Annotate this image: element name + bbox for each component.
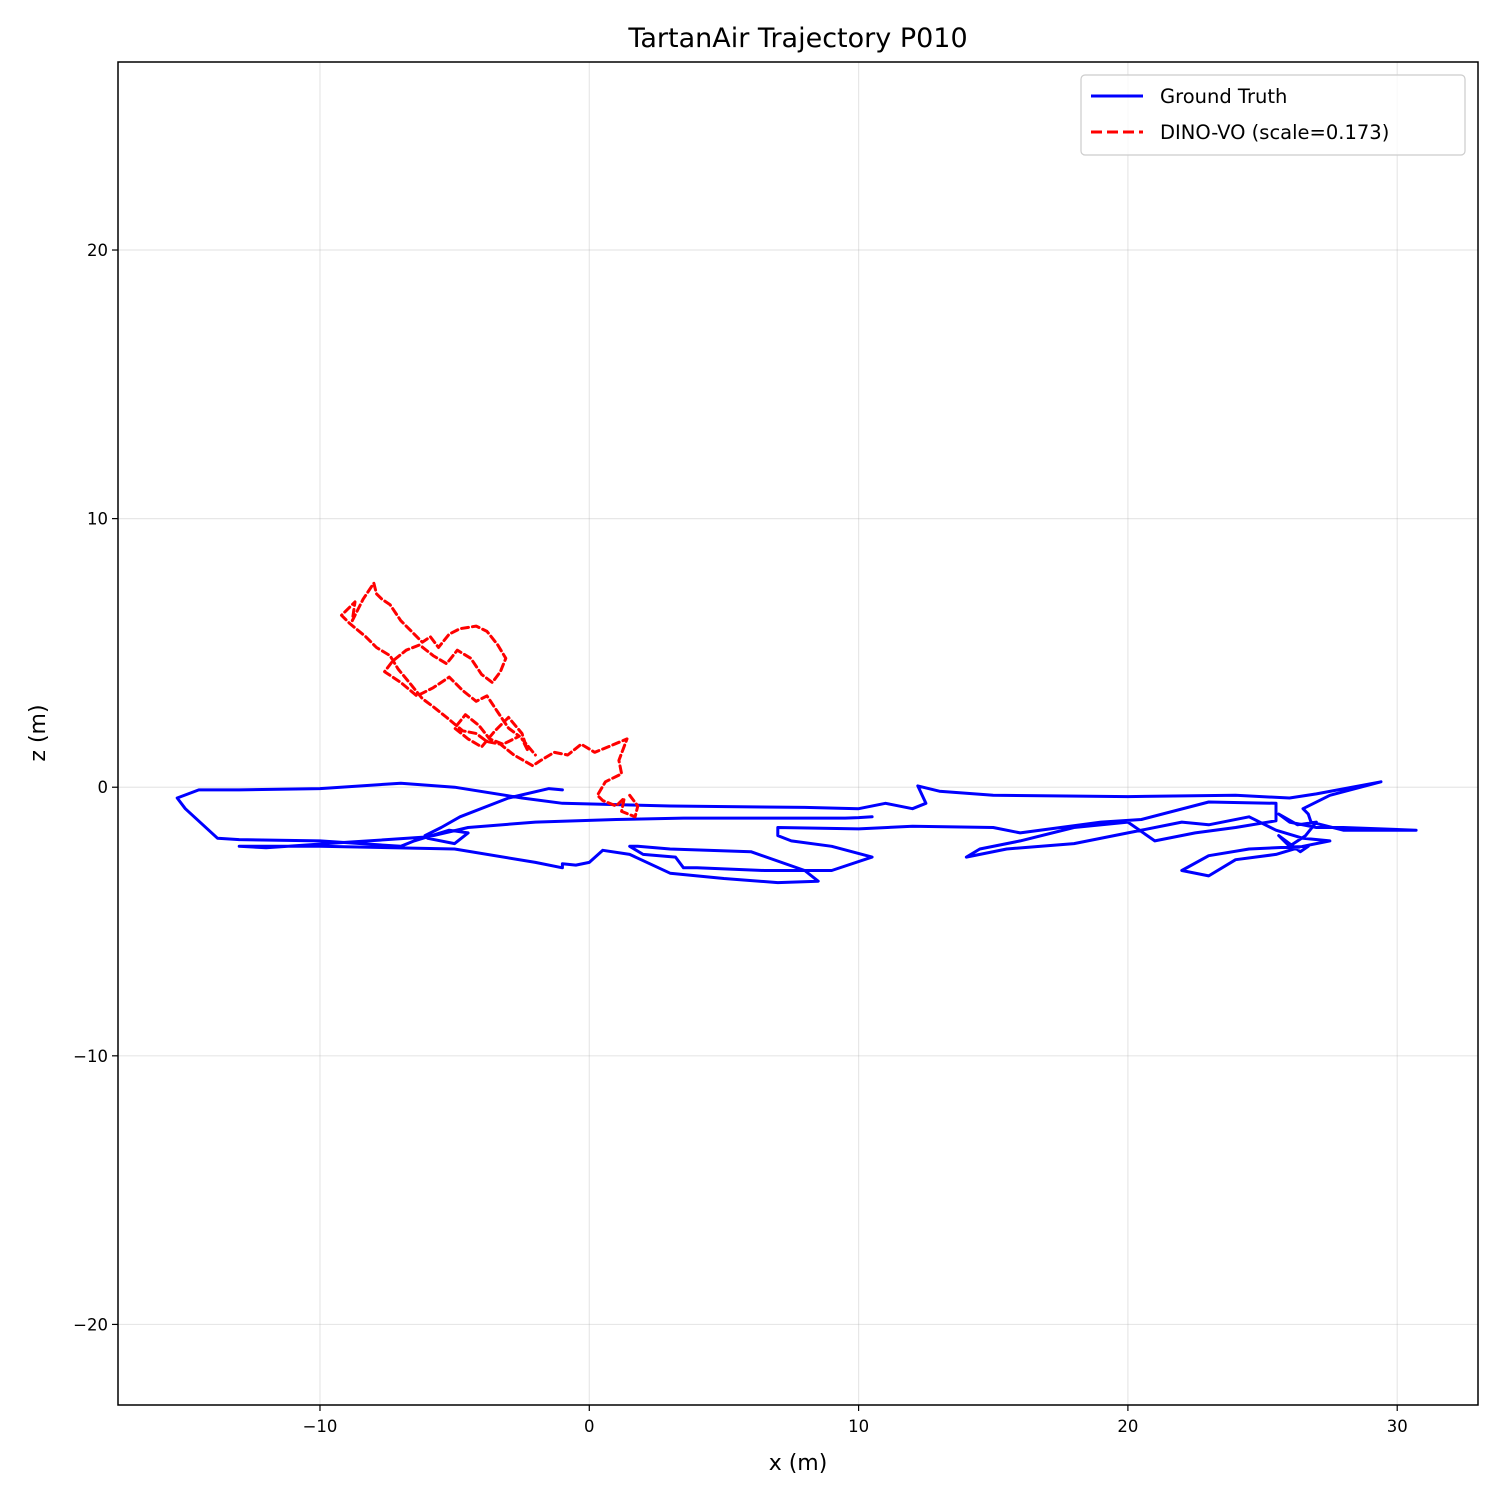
series-layer: [175, 581, 1418, 885]
y-axis-title: z (m): [26, 704, 51, 761]
legend-label-ground-truth: Ground Truth: [1160, 85, 1287, 108]
legend-label-dino-vo: DINO-VO (scale=0.173): [1160, 121, 1389, 144]
series-line-ground-truth: [175, 780, 1418, 885]
y-tick-label: −20: [73, 1315, 108, 1334]
y-tick-label: 10: [87, 510, 108, 529]
y-tick-label: 0: [98, 778, 109, 797]
legend: Ground Truth DINO-VO (scale=0.173): [1080, 74, 1466, 156]
x-tick-label: −10: [303, 1417, 338, 1436]
x-axis-title: x (m): [769, 1451, 828, 1476]
x-tick-label: 30: [1387, 1417, 1408, 1436]
x-tick-label: 10: [848, 1417, 869, 1436]
x-tick-label: 20: [1117, 1417, 1138, 1436]
ticks: −10 0 10 20 30 −20 −10 0 10 20: [73, 241, 1408, 1436]
y-tick-label: 20: [87, 241, 108, 260]
x-tick-label: 0: [584, 1417, 595, 1436]
axes-frame: [117, 61, 1479, 1406]
y-tick-label: −10: [73, 1047, 108, 1066]
chart-title: TartanAir Trajectory P010: [627, 23, 967, 54]
legend-box: [1080, 74, 1466, 156]
series-line-dino-vo: [340, 581, 640, 819]
grid: [118, 62, 1478, 1405]
